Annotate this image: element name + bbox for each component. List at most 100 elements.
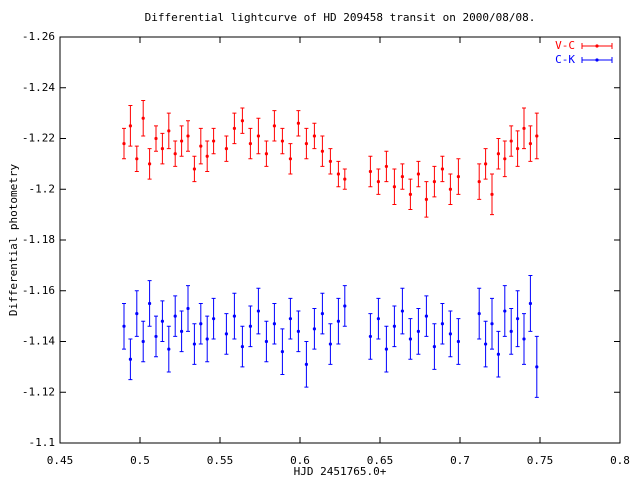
data-point: [522, 126, 526, 130]
data-point: [448, 187, 452, 191]
data-point: [448, 332, 452, 336]
data-point: [312, 327, 316, 331]
y-axis-label: Differential photometry: [7, 163, 20, 316]
data-point: [368, 334, 372, 339]
data-point: [336, 172, 340, 176]
data-point: [199, 144, 203, 148]
data-point: [484, 162, 488, 166]
x-tick-label: 0.55: [207, 454, 234, 467]
data-point: [496, 152, 500, 156]
data-point: [496, 352, 500, 356]
data-point: [328, 159, 332, 163]
data-point: [248, 141, 252, 146]
data-point: [167, 129, 171, 133]
legend-label: V-C: [555, 39, 575, 52]
data-point: [264, 152, 268, 156]
data-point: [154, 334, 158, 339]
data-point: [199, 322, 203, 326]
chart-title: Differential lightcurve of HD 209458 tra…: [145, 11, 536, 24]
data-point: [503, 309, 507, 313]
data-point: [522, 337, 526, 341]
data-point: [141, 116, 145, 120]
y-tick-label: -1.14: [22, 335, 55, 348]
data-point: [212, 139, 216, 143]
data-point: [528, 141, 533, 146]
data-point: [272, 124, 276, 128]
data-point: [224, 147, 228, 151]
data-point: [192, 342, 196, 346]
y-tick-label: -1.2: [29, 182, 56, 195]
data-point: [528, 301, 533, 306]
data-point: [328, 342, 332, 346]
data-point: [384, 164, 388, 169]
data-point: [240, 119, 244, 123]
data-point: [304, 362, 308, 366]
data-point: [477, 180, 481, 184]
data-point: [440, 322, 444, 326]
data-point: [256, 309, 260, 313]
data-point: [192, 167, 196, 171]
y-tick-label: -1.18: [22, 233, 55, 246]
data-point: [135, 311, 139, 316]
data-point: [503, 157, 507, 161]
data-point: [288, 317, 292, 321]
x-tick-label: 0.65: [367, 454, 394, 467]
data-point: [392, 185, 396, 189]
data-point: [424, 197, 428, 201]
y-tick-label: -1.24: [22, 81, 55, 94]
data-point: [173, 152, 177, 156]
data-point: [320, 311, 324, 316]
data-point: [205, 154, 209, 158]
data-point: [122, 141, 126, 146]
data-point: [408, 192, 412, 196]
data-point: [148, 301, 152, 306]
data-point: [312, 134, 316, 138]
data-point: [408, 337, 412, 341]
data-point: [343, 304, 347, 308]
data-point: [160, 147, 164, 151]
data-point: [516, 147, 520, 151]
data-point: [424, 314, 428, 318]
legend-label: C-K: [555, 53, 575, 66]
data-point: [376, 317, 380, 321]
data-point: [535, 365, 539, 369]
data-point: [509, 139, 513, 143]
data-point: [173, 314, 177, 318]
data-point: [456, 174, 460, 179]
x-tick-label: 0.6: [290, 454, 310, 467]
data-point: [240, 344, 244, 349]
data-point: [368, 169, 372, 174]
data-point: [248, 324, 252, 328]
x-tick-label: 0.7: [450, 454, 470, 467]
data-point: [256, 134, 260, 138]
data-point: [128, 124, 132, 128]
data-point: [148, 162, 152, 166]
y-tick-label: -1.1: [29, 436, 56, 449]
x-axis-label: HJD 2451765.0+: [294, 465, 387, 478]
data-point: [296, 121, 300, 125]
data-point: [416, 172, 420, 176]
data-point: [392, 324, 396, 328]
data-point: [280, 350, 284, 354]
data-point: [128, 357, 132, 361]
data-point: [122, 324, 126, 328]
data-point: [180, 139, 184, 143]
data-point: [516, 317, 520, 321]
data-point: [141, 339, 145, 344]
x-tick-label: 0.75: [527, 454, 554, 467]
legend-marker: [595, 44, 599, 48]
data-point: [280, 139, 284, 143]
data-point: [224, 332, 228, 336]
data-point: [186, 306, 190, 311]
data-point: [232, 126, 236, 130]
y-tick-label: -1.22: [22, 132, 55, 145]
data-point: [154, 136, 158, 141]
data-point: [264, 339, 268, 344]
x-tick-label: 0.8: [610, 454, 630, 467]
data-point: [484, 342, 488, 346]
data-point: [160, 319, 164, 323]
data-point: [212, 317, 216, 321]
data-point: [135, 157, 139, 161]
data-point: [376, 180, 380, 184]
